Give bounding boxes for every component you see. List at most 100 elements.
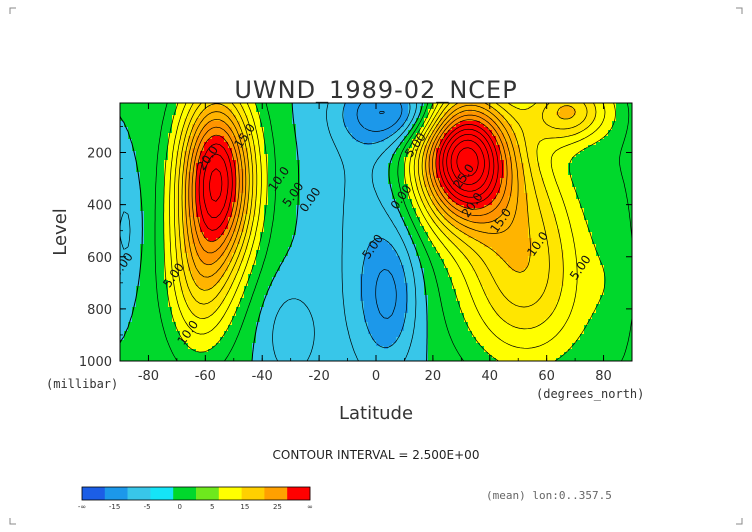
field-cell [476, 139, 481, 143]
field-cell [620, 118, 625, 122]
field-cell [348, 109, 353, 113]
field-cell [308, 151, 313, 155]
field-cell [372, 127, 377, 131]
field-cell [248, 106, 253, 110]
field-cell [136, 109, 141, 113]
field-cell [380, 112, 385, 116]
field-cell [252, 118, 257, 122]
field-cell [604, 145, 609, 149]
field-cell [216, 145, 221, 149]
field-cell [384, 160, 389, 164]
field-cell [188, 142, 193, 146]
field-cell [576, 145, 581, 149]
field-cell [196, 139, 201, 143]
field-cell [464, 154, 469, 158]
field-cell [312, 136, 317, 140]
field-cell [272, 151, 277, 155]
field-cell [252, 148, 257, 152]
field-cell [232, 115, 237, 119]
field-cell [520, 115, 525, 119]
field-cell [336, 133, 341, 137]
field-cell [348, 130, 353, 134]
field-cell [324, 103, 329, 107]
field-cell [312, 151, 317, 155]
field-cell [484, 133, 489, 137]
field-cell [348, 139, 353, 143]
field-cell [352, 115, 357, 119]
field-cell [528, 151, 533, 155]
field-cell [544, 121, 549, 125]
field-cell [608, 142, 613, 146]
field-cell [140, 103, 145, 107]
field-cell [340, 145, 345, 149]
field-cell [504, 151, 509, 155]
field-cell [516, 136, 521, 140]
field-cell [488, 154, 493, 158]
field-cell [288, 103, 293, 107]
field-cell [388, 154, 393, 158]
field-cell [136, 136, 141, 140]
field-cell [612, 130, 617, 134]
field-cell [472, 124, 477, 128]
field-cell [344, 145, 349, 149]
field-cell [204, 124, 209, 128]
field-cell [244, 103, 249, 107]
field-cell [436, 106, 441, 110]
field-cell [360, 160, 365, 164]
field-cell [424, 142, 429, 146]
field-cell [360, 154, 365, 158]
field-cell [124, 145, 129, 149]
field-cell [572, 139, 577, 143]
field-cell [204, 112, 209, 116]
field-cell [448, 160, 453, 164]
field-cell [396, 142, 401, 146]
field-cell [412, 142, 417, 146]
field-cell [220, 160, 225, 164]
field-cell [376, 121, 381, 125]
field-cell [272, 142, 277, 146]
field-cell [324, 124, 329, 128]
field-cell [528, 121, 533, 125]
field-cell [584, 139, 589, 143]
field-cell [484, 109, 489, 113]
field-cell [628, 106, 632, 110]
field-cell [612, 121, 617, 125]
field-cell [220, 154, 225, 158]
field-cell [384, 133, 389, 137]
field-cell [120, 154, 125, 158]
field-cell [184, 139, 189, 143]
field-cell [624, 145, 629, 149]
field-cell [356, 103, 361, 107]
field-cell [172, 160, 177, 164]
field-cell [156, 130, 161, 134]
field-cell [360, 106, 365, 110]
field-cell [208, 133, 213, 137]
field-cell [312, 160, 317, 164]
field-cell [556, 148, 561, 152]
field-cell [512, 127, 517, 131]
field-cell [488, 115, 493, 119]
field-cell [164, 151, 169, 155]
field-cell [468, 106, 473, 110]
field-cell [144, 127, 149, 131]
field-cell [284, 151, 289, 155]
field-cell [316, 124, 321, 128]
field-cell [544, 136, 549, 140]
field-cell [224, 154, 229, 158]
field-cell [164, 118, 169, 122]
field-cell [132, 139, 137, 143]
field-cell [264, 109, 269, 113]
field-cell [396, 148, 401, 152]
field-cell [156, 133, 161, 137]
field-cell [304, 133, 309, 137]
field-cell [192, 118, 197, 122]
field-cell [512, 109, 517, 113]
field-cell [604, 106, 609, 110]
field-cell [212, 148, 217, 152]
field-cell [520, 133, 525, 137]
field-cell [612, 112, 617, 116]
field-cell [592, 112, 597, 116]
field-cell [424, 133, 429, 137]
field-cell [404, 124, 409, 128]
